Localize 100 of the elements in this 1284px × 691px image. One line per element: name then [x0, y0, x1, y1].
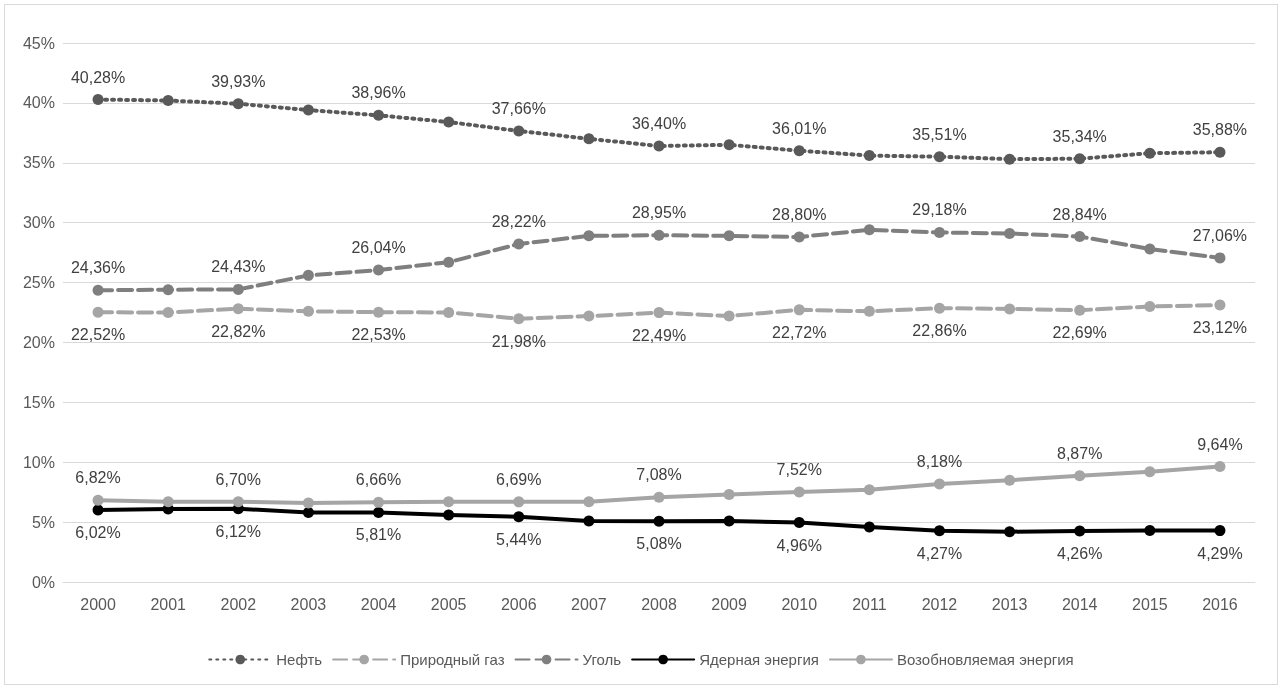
- point: [1214, 461, 1226, 473]
- point: [1144, 525, 1156, 536]
- point: [863, 305, 875, 317]
- point: [1214, 146, 1226, 158]
- point: [232, 283, 244, 295]
- point: [443, 256, 455, 268]
- y-tick-label: 40%: [22, 94, 55, 112]
- data-label: 29,18%: [912, 201, 967, 219]
- data-label: 36,01%: [772, 119, 827, 137]
- data-label: 6,70%: [215, 470, 261, 488]
- point: [793, 486, 805, 498]
- x-tick-label: 2001: [150, 595, 187, 613]
- point: [302, 104, 314, 116]
- data-label: 5,81%: [355, 526, 402, 544]
- x-tick-label: 2006: [500, 595, 537, 613]
- point: [793, 517, 805, 529]
- data-label: 22,49%: [631, 326, 687, 344]
- x-tick-label: 2008: [641, 595, 677, 613]
- data-label: 6,69%: [496, 470, 542, 488]
- data-label: 8,18%: [916, 453, 963, 471]
- data-label: 24,43%: [211, 258, 266, 276]
- point: [653, 229, 665, 241]
- x-tick-label: 2015: [1132, 595, 1168, 613]
- point: [232, 496, 244, 508]
- data-label: 23,12%: [1192, 319, 1248, 337]
- point: [653, 140, 665, 152]
- point: [723, 139, 735, 151]
- point: [1214, 252, 1226, 264]
- data-label: 22,82%: [211, 322, 266, 340]
- point: [793, 231, 805, 243]
- point: [1074, 525, 1086, 537]
- point: [162, 307, 174, 318]
- data-label: 5,08%: [636, 535, 682, 553]
- data-label: 6,82%: [75, 469, 121, 487]
- point: [863, 521, 875, 533]
- point: [373, 506, 385, 518]
- point: [1144, 243, 1156, 255]
- point: [723, 310, 735, 322]
- point: [162, 95, 174, 106]
- legend-label: Природный газ: [400, 651, 505, 668]
- point: [92, 94, 104, 106]
- point: [583, 496, 595, 508]
- point: [1004, 474, 1016, 486]
- point: [373, 264, 385, 276]
- data-label: 4,29%: [1197, 544, 1243, 562]
- data-label: 24,36%: [70, 259, 126, 277]
- data-label: 9,64%: [1197, 435, 1243, 453]
- point: [373, 109, 385, 121]
- point: [92, 306, 104, 318]
- x-tick-label: 2004: [360, 595, 397, 613]
- point: [1074, 470, 1086, 482]
- data-label: 21,98%: [491, 332, 546, 350]
- x-tick-label: 2013: [991, 595, 1028, 613]
- point: [443, 116, 455, 128]
- legend-label: Ядерная энергия: [699, 651, 819, 668]
- point: [863, 150, 875, 162]
- data-label: 22,72%: [772, 323, 827, 341]
- data-label: 28,80%: [772, 206, 827, 224]
- data-label: 4,27%: [916, 544, 963, 562]
- legend-label: Уголь: [582, 651, 622, 668]
- point: [513, 125, 525, 137]
- point: [583, 133, 595, 145]
- data-label: 28,22%: [491, 212, 546, 230]
- x-tick-label: 2000: [80, 595, 116, 613]
- x-tick-label: 2014: [1061, 595, 1098, 613]
- point: [162, 496, 174, 508]
- point: [1004, 303, 1016, 315]
- data-label: 26,04%: [351, 239, 406, 257]
- point: [653, 515, 665, 527]
- point: [302, 507, 314, 519]
- y-tick-label: 35%: [22, 154, 55, 172]
- data-label: 6,02%: [75, 523, 121, 541]
- point: [513, 511, 525, 523]
- x-tick-label: 2012: [921, 595, 958, 613]
- x-tick-label: 2010: [781, 595, 818, 613]
- point: [92, 494, 104, 506]
- point: [1074, 231, 1086, 243]
- data-label: 28,95%: [631, 204, 687, 222]
- data-label: 28,84%: [1052, 205, 1107, 223]
- x-tick-label: 2016: [1202, 595, 1238, 613]
- data-label: 22,53%: [351, 326, 406, 344]
- data-label: 22,86%: [912, 322, 967, 340]
- data-label: 22,52%: [70, 326, 126, 344]
- x-tick-label: 2011: [852, 595, 887, 613]
- point: [1004, 227, 1016, 239]
- point: [1144, 466, 1156, 478]
- point: [302, 497, 314, 509]
- x-tick-label: 2003: [290, 595, 327, 613]
- data-label: 6,66%: [355, 471, 402, 489]
- point: [373, 306, 385, 318]
- point: [162, 284, 174, 296]
- point: [443, 307, 455, 318]
- data-label: 27,06%: [1192, 226, 1248, 244]
- point: [933, 525, 945, 537]
- point: [583, 310, 595, 322]
- y-tick-label: 45%: [22, 34, 55, 52]
- point: [92, 284, 104, 296]
- point: [513, 238, 525, 250]
- data-label: 7,52%: [776, 460, 822, 478]
- point: [1144, 147, 1156, 159]
